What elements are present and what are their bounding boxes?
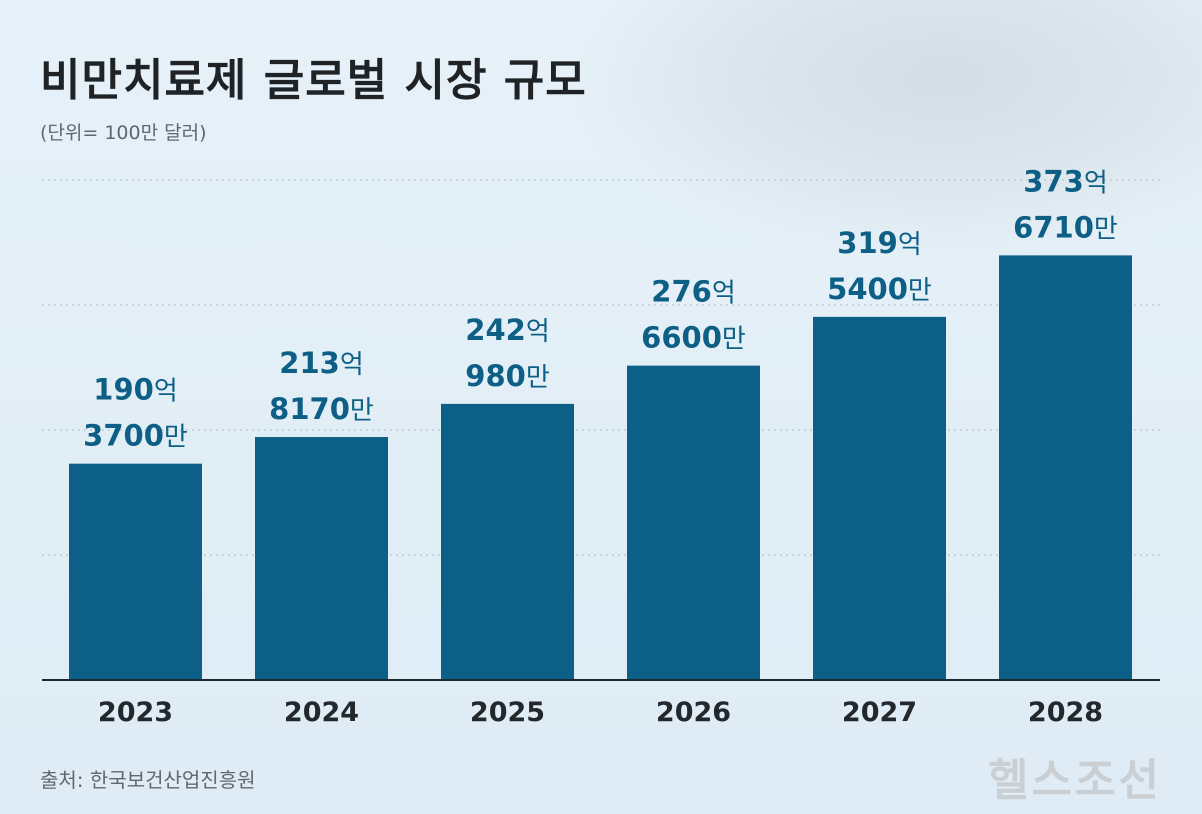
data-label-line2-2023: 3700만: [83, 419, 188, 453]
data-label-line2-2027: 5400만: [827, 272, 932, 306]
data-label-line2-2025: 980만: [465, 359, 549, 393]
data-label-line2-2028: 6710만: [1013, 210, 1118, 244]
x-tick-label-2024: 2024: [284, 697, 359, 728]
gridlines: [42, 179, 1160, 556]
bar-2027: [813, 316, 946, 680]
source-note: 출처: 한국보건산업진흥원: [40, 768, 256, 792]
x-tick-label-2028: 2028: [1028, 697, 1103, 728]
x-tick-label-2023: 2023: [98, 697, 173, 728]
x-tick-label-2027: 2027: [842, 697, 917, 728]
bar-2026: [627, 365, 760, 680]
x-tick-label-2025: 2025: [470, 697, 545, 728]
background-photo-hands-measuring-tape: [560, 0, 1202, 260]
data-label-line1-2026: 276억: [651, 275, 735, 309]
brand-logo: 헬스조선: [988, 755, 1162, 806]
data-label-line1-2024: 213억: [279, 346, 363, 380]
x-tick-label-2026: 2026: [656, 697, 731, 728]
bar-2023: [69, 463, 202, 680]
bar-2024: [255, 437, 388, 680]
bar-2025: [441, 403, 574, 680]
data-label-line2-2024: 8170만: [269, 392, 374, 426]
data-label-line2-2026: 6600만: [641, 321, 746, 355]
data-label-line1-2028: 373억: [1023, 164, 1107, 198]
data-label-line1-2023: 190억: [93, 373, 177, 407]
data-label-line1-2025: 242억: [465, 313, 549, 347]
unit-label: (단위= 100만 달러): [40, 122, 207, 144]
chart-title: 비만치료제 글로벌 시장 규모: [40, 55, 587, 106]
bar-2028: [999, 255, 1132, 680]
data-label-line1-2027: 319억: [837, 226, 921, 260]
